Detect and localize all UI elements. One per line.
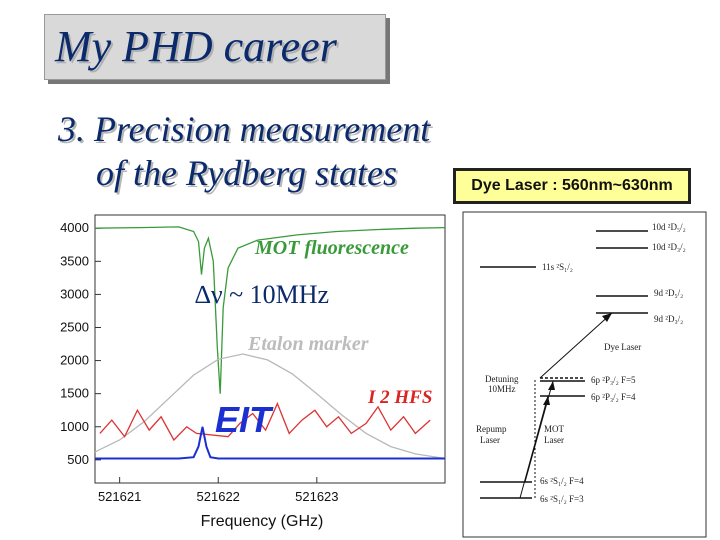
level-label-6p-f5: 6p ²P₃/₂ F=5 [591,375,636,385]
level-label-10d-32: 10d ²D₃/₂ [652,242,686,252]
energy-level-diagram: 10d ²D₅/₂ 10d ²D₃/₂ 11s ²S₁/₂ 9d ²D₅/₂ 9… [462,211,707,538]
repump-arrow [519,395,549,499]
mot-arrow [524,380,554,483]
slide-title: My PHD career [55,22,337,71]
plot-frame [94,214,446,484]
repump-label-line-1: Repump [476,424,507,434]
etalon-marker-annotation: Etalon marker [247,333,369,355]
detuning-label-line-1: Detuning [485,374,519,384]
y-tick-label: 2000 [60,353,89,368]
y-tick-label: 3000 [60,286,89,301]
level-label-10d-52: 10d ²D₅/₂ [652,222,686,232]
delta-nu-annotation: ∆ν ~ 10MHz [195,280,329,309]
mot-laser-label-line-1: MOT [544,424,565,434]
eit-line [95,426,445,460]
level-label-9d-52: 9d ²D₅/₂ [654,288,683,298]
y-tick-label: 4000 [60,220,89,235]
y-tick-label: 3500 [60,253,89,268]
dye-laser-arrow [539,312,613,379]
mot-fluorescence-line [94,226,446,394]
level-label-6s-f3: 6s ²S₁/₂ F=3 [540,494,584,504]
i2-hfs-line [99,401,431,442]
y-tick-label: 2500 [60,319,89,334]
dye-laser-arrowhead [602,313,612,322]
level-label-9d-32: 9d ²D₃/₂ [654,314,683,324]
title-box: My PHD career [44,14,386,80]
level-label-6s-f4: 6s ²S₁/₂ F=4 [540,476,584,486]
level-label-11s: 11s ²S₁/₂ [542,262,573,272]
y-tick-label: 1500 [60,386,89,401]
eit-annotation: EIT [215,399,274,440]
dye-laser-label: Dye Laser : 560nm~630nm [453,168,691,204]
level-label-6p-f4: 6p ²P₃/₂ F=4 [591,392,636,402]
i2-hfs-annotation: I 2 HFS [367,387,432,408]
mot-arrowhead [548,381,555,390]
mot-fluorescence-annotation: MOT fluorescence [254,237,409,259]
dye-laser-diagram-label: Dye Laser [604,342,641,352]
repump-label-line-2: Laser [480,435,500,445]
energy-level-frame [462,211,707,538]
x-tick-label: 521622 [197,489,240,504]
x-tick-label: 521621 [98,489,141,504]
detuning-label-line-2: 10MHz [488,384,516,394]
etalon-marker-line [94,353,446,460]
y-tick-label: 1000 [60,419,89,434]
subtitle-line-2: of the Rydberg states [96,153,397,193]
y-tick-label: 500 [67,452,89,467]
x-tick-label: 521623 [295,489,338,504]
subtitle-line-1: 3. Precision measurement [58,109,431,149]
mot-laser-label-line-2: Laser [544,435,564,445]
x-axis-label: Frequency (GHz) [201,513,324,530]
